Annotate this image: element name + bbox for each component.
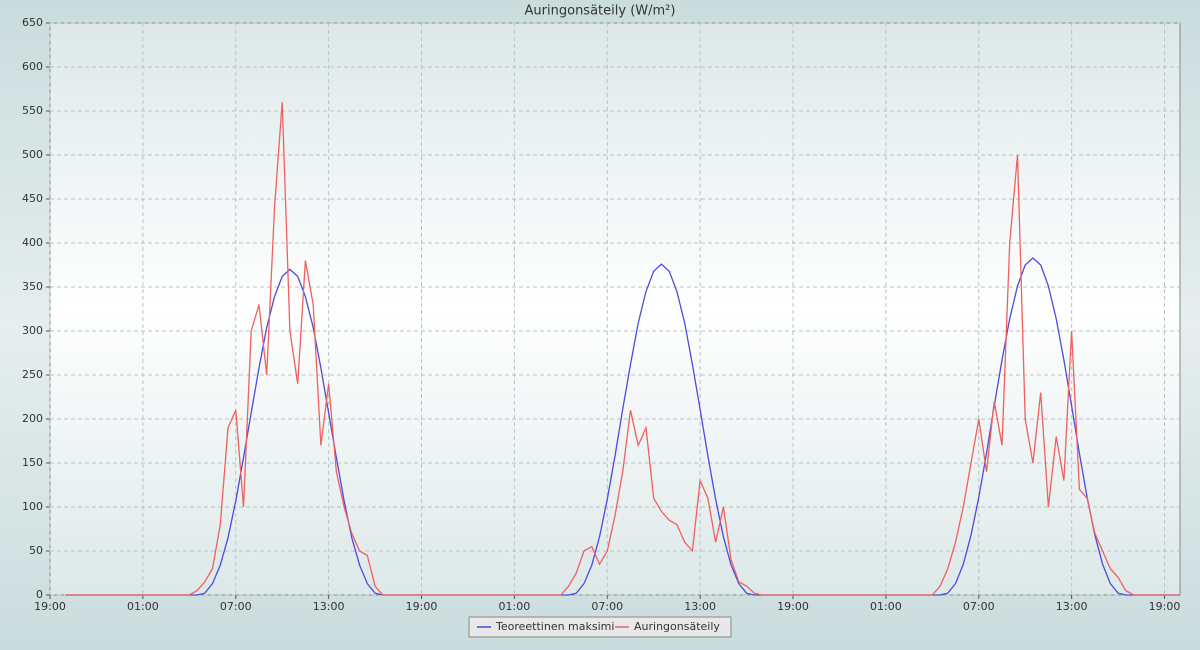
y-tick-label: 600 [22, 60, 43, 73]
y-tick-label: 150 [22, 456, 43, 469]
x-tick-label: 07:00 [220, 600, 252, 613]
y-tick-label: 300 [22, 324, 43, 337]
y-tick-label: 50 [29, 544, 43, 557]
x-tick-label: 01:00 [127, 600, 159, 613]
legend-box [468, 616, 732, 638]
chart-title: Auringonsäteily (W/m²) [525, 4, 676, 19]
x-tick-label: 13:00 [313, 600, 345, 613]
x-tick-label: 13:00 [684, 600, 716, 613]
y-tick-label: 250 [22, 368, 43, 381]
y-tick-label: 500 [22, 148, 43, 161]
y-tick-label: 650 [22, 16, 43, 29]
y-tick-label: 100 [22, 500, 43, 513]
x-tick-label: 19:00 [34, 600, 66, 613]
x-tick-label: 01:00 [870, 600, 902, 613]
y-tick-label: 450 [22, 192, 43, 205]
y-tick-label: 400 [22, 236, 43, 249]
x-tick-label: 19:00 [406, 600, 438, 613]
legend-label: Teoreettinen maksimi [495, 620, 614, 633]
x-tick-label: 13:00 [1056, 600, 1088, 613]
line-series [65, 102, 1180, 596]
legend: Teoreettinen maksimi Auringonsäteily [468, 616, 732, 638]
y-tick-label: 350 [22, 280, 43, 293]
x-tick-label: 07:00 [591, 600, 623, 613]
y-tick-label: 200 [22, 412, 43, 425]
x-tick-label: 19:00 [777, 600, 809, 613]
x-tick-label: 07:00 [963, 600, 995, 613]
y-tick-label: 550 [22, 104, 43, 117]
x-tick-label: 19:00 [1149, 600, 1181, 613]
plot-area [49, 22, 1181, 596]
legend-label: Auringonsäteily [634, 620, 720, 633]
y-tick-label: 0 [36, 588, 43, 601]
x-tick-label: 01:00 [499, 600, 531, 613]
